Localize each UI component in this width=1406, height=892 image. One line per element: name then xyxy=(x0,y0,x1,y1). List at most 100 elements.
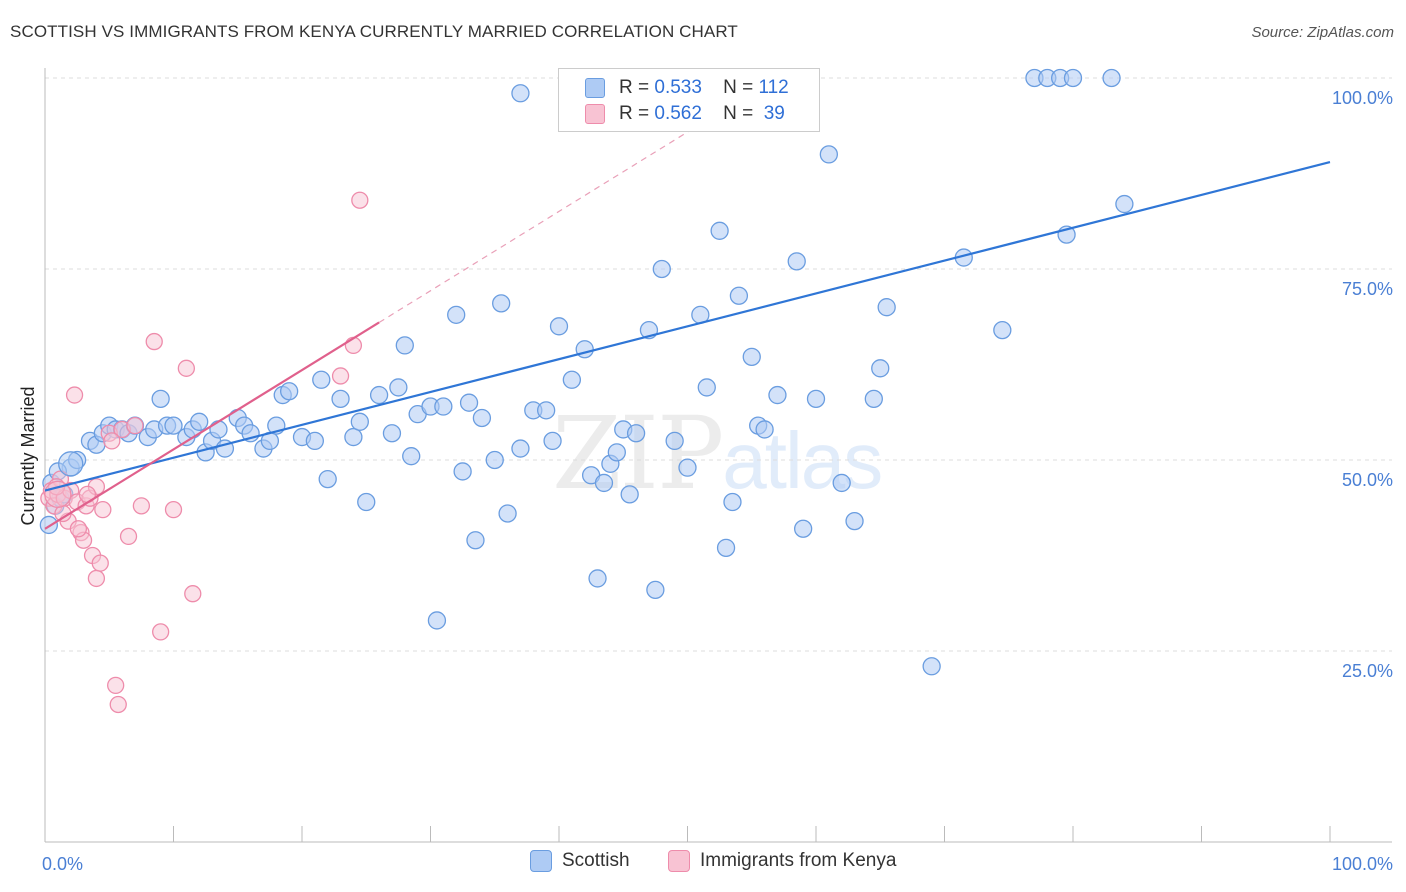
scottish-point xyxy=(620,485,639,504)
y-tick-label: 25.0% xyxy=(1342,661,1393,681)
scottish-point xyxy=(729,286,749,305)
scottish-point xyxy=(562,370,581,389)
chart-title: SCOTTISH VS IMMIGRANTS FROM KENYA CURREN… xyxy=(10,22,738,41)
kenya-point xyxy=(91,554,109,572)
scottish-point xyxy=(472,408,492,428)
scottish-point xyxy=(279,382,299,401)
scottish-point xyxy=(646,580,665,600)
kenya-point xyxy=(65,386,84,404)
x-tick-label-max: 100.0% xyxy=(1332,854,1393,874)
scottish-point xyxy=(607,443,626,462)
scottish-point xyxy=(755,420,774,439)
kenya-point xyxy=(351,191,369,209)
scottish-point xyxy=(864,389,883,409)
scottish-point xyxy=(511,84,530,103)
scottish-point xyxy=(697,378,716,397)
legend-swatch-kenya xyxy=(585,104,605,124)
kenya-point xyxy=(184,585,202,603)
scottish-point-large xyxy=(58,451,84,477)
scottish-point xyxy=(549,317,569,336)
bottom-legend-scottish: Scottish xyxy=(530,850,630,872)
scottish-point xyxy=(678,458,697,477)
scottish-point xyxy=(453,462,472,481)
legend-row-scottish: R = 0.533 N = 112 xyxy=(585,75,789,101)
kenya-point xyxy=(164,501,183,519)
kenya-point xyxy=(87,569,106,588)
scottish-point xyxy=(434,397,453,416)
x-tick-label-min: 0.0% xyxy=(42,854,83,874)
kenya-point xyxy=(94,501,112,519)
scottish-point xyxy=(806,389,826,409)
kenya-point xyxy=(103,432,121,450)
scottish-point xyxy=(427,611,447,630)
bottom-legend-kenya: Immigrants from Kenya xyxy=(668,850,896,872)
legend-r-value-scottish: 0.533 xyxy=(654,77,702,98)
scottish-trend-line xyxy=(44,160,1331,492)
scottish-point xyxy=(447,305,466,324)
legend-n-value-kenya: 39 xyxy=(763,103,785,124)
scottish-point xyxy=(331,389,350,409)
kenya-point xyxy=(151,623,170,641)
scottish-point xyxy=(459,393,479,412)
legend-swatch-scottish xyxy=(585,78,605,98)
kenya-trend-line xyxy=(44,321,380,530)
kenya-point xyxy=(119,527,138,546)
kenya-point xyxy=(132,497,151,515)
scottish-point xyxy=(594,473,614,493)
scottish-point xyxy=(389,378,408,397)
bottom-legend-swatch-scottish xyxy=(530,850,552,872)
bottom-legend-label-kenya: Immigrants from Kenya xyxy=(700,850,897,871)
scottish-point xyxy=(164,416,183,435)
scottish-point xyxy=(787,252,806,271)
legend-r-value-kenya: 0.562 xyxy=(654,103,702,124)
scottish-point xyxy=(305,431,325,451)
legend-n-label: N = xyxy=(723,77,754,98)
scottish-point xyxy=(485,450,504,470)
kenya-point xyxy=(109,695,127,714)
bottom-legend-label-scottish: Scottish xyxy=(562,850,630,871)
kenya-point xyxy=(145,332,163,351)
data-points xyxy=(39,68,1134,714)
axes xyxy=(44,68,1392,843)
scottish-point xyxy=(768,385,787,405)
scottish-point xyxy=(344,427,363,447)
scottish-point xyxy=(652,259,671,279)
scottish-point xyxy=(402,447,421,466)
scottish-point xyxy=(742,347,761,367)
scottish-point xyxy=(350,412,369,431)
bottom-legend-swatch-kenya xyxy=(668,850,690,872)
kenya-point xyxy=(126,416,144,435)
kenya-point xyxy=(331,367,350,385)
scottish-point xyxy=(877,298,896,317)
scottish-point xyxy=(794,519,813,538)
scottish-point xyxy=(492,294,511,313)
legend-r-label: R = xyxy=(619,103,650,124)
scottish-point xyxy=(710,221,729,240)
scottish-point xyxy=(716,538,736,558)
scottish-point xyxy=(151,389,170,409)
scottish-point xyxy=(665,431,684,451)
scottish-point xyxy=(543,431,562,451)
legend-row-kenya: R = 0.562 N = 39 xyxy=(585,101,785,127)
legend-n-label: N = xyxy=(723,103,754,124)
scottish-point xyxy=(466,531,485,550)
scottish-point xyxy=(1115,194,1134,214)
scottish-point xyxy=(588,569,607,588)
kenya-point xyxy=(177,359,196,377)
scottish-point xyxy=(871,359,890,378)
scottish-point xyxy=(369,385,389,405)
scottish-point xyxy=(382,424,402,443)
scottish-point xyxy=(819,145,838,164)
kenya-point xyxy=(107,676,125,695)
scottish-point xyxy=(209,420,228,439)
scottish-point xyxy=(537,401,556,420)
scottish-point xyxy=(395,336,414,355)
scottish-point xyxy=(922,657,941,676)
y-tick-label: 50.0% xyxy=(1342,470,1393,490)
scottish-point xyxy=(832,473,851,493)
source-label: Source: ZipAtlas.com xyxy=(1251,24,1394,41)
y-tick-label: 75.0% xyxy=(1342,279,1393,299)
correlation-legend: R = 0.533 N = 112 R = 0.562 N = 39 xyxy=(558,68,820,132)
legend-n-value-scottish: 112 xyxy=(758,77,789,98)
